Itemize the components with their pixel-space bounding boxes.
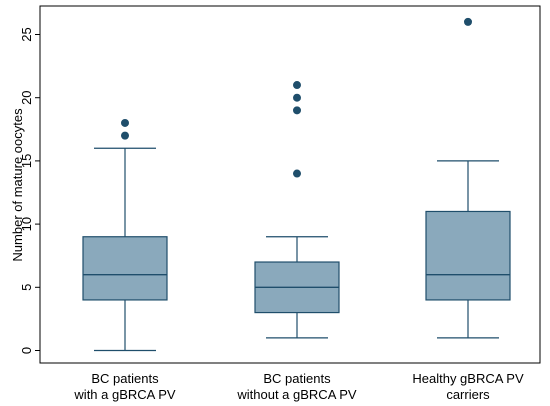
category-label-1: BC patients with a gBRCA PV [73,371,175,402]
category-label-line: Healthy gBRCA PV [412,371,524,386]
category-label-3: Healthy gBRCA PV carriers [412,371,524,402]
outlier-point [121,131,129,140]
plot-frame [39,5,541,364]
box-group-1 [82,118,168,352]
category-label-line: with a gBRCA PV [73,387,175,402]
y-tick-label: 15 [19,154,34,168]
y-tick-label: 0 [19,347,34,354]
box-group-3 [425,17,511,339]
outlier-point [293,106,301,115]
y-tick-label: 20 [19,90,34,104]
iqr-box [82,236,168,301]
y-axis-title: Number of mature oocytes [10,108,25,262]
outlier-point [121,118,129,127]
boxes [82,17,511,352]
category-label-line: BC patients [91,371,159,386]
y-axis: 0 5 10 15 20 25 [19,27,40,354]
category-label-2: BC patients without a gBRCA PV [236,371,357,402]
category-label-line: without a gBRCA PV [236,387,357,402]
y-tick-label: 10 [19,217,34,231]
outlier-point [464,17,472,26]
outlier-point [293,93,301,102]
category-label-line: BC patients [263,371,331,386]
category-label-line: carriers [446,387,490,402]
y-tick-label: 5 [19,284,34,291]
outlier-point [293,169,301,178]
iqr-box [425,210,511,301]
box-group-2 [254,81,340,339]
outlier-point [293,81,301,90]
y-tick-label: 25 [19,27,34,41]
